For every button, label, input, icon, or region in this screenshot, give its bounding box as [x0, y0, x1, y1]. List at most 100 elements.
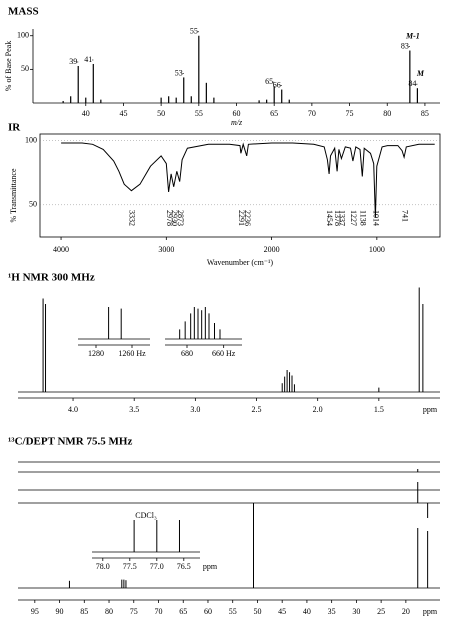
peak-label: 1378	[333, 210, 342, 226]
x-tick-label: 2.5	[252, 405, 262, 414]
peak-label: 2930	[170, 210, 179, 226]
peak-label: 2291	[237, 210, 246, 226]
peak-bar	[85, 97, 87, 103]
x-tick-label: 1260 Hz	[118, 349, 146, 358]
x-tick-label: 77.5	[123, 562, 137, 571]
peak-label: 1014	[372, 210, 381, 226]
peak-label: 2236	[243, 210, 252, 226]
plot-frame	[39, 133, 441, 238]
peak-label: 1138	[358, 210, 367, 226]
x-tick-label: 80	[105, 607, 113, 616]
chart-title: IR	[8, 122, 21, 134]
x-tick-label: 660 Hz	[212, 349, 236, 358]
x-unit: ppm	[423, 405, 438, 414]
peak-label: 1337	[338, 210, 347, 226]
x-tick-label: 78.0	[96, 562, 110, 571]
x-tick-label: 77.0	[150, 562, 164, 571]
x-tick-label: 85	[421, 109, 429, 118]
x-tick-label: 75	[130, 607, 138, 616]
x-tick-label: 40	[303, 607, 311, 616]
peak-bar	[190, 96, 192, 103]
x-unit: ppm	[423, 607, 438, 616]
peak-bar	[273, 86, 275, 103]
peak-bar	[213, 97, 215, 103]
y-tick-label: 100	[25, 135, 37, 144]
peak-bar	[77, 66, 79, 103]
y-axis-label: % Transmittance	[9, 168, 18, 222]
peak-label: 2873	[176, 210, 185, 226]
chart-title: MASS	[8, 6, 39, 18]
x-tick-label: 80	[383, 109, 391, 118]
x-tick-label: 30	[352, 607, 360, 616]
x-tick-label: 70	[308, 109, 316, 118]
x-tick-label: 4.0	[68, 405, 78, 414]
x-tick-label: 65	[179, 607, 187, 616]
x-tick-label: 3000	[158, 245, 174, 254]
y-axis-label: % of Base Peak	[4, 41, 13, 91]
x-tick-label: 55	[195, 109, 203, 118]
x-tick-label: 75	[346, 109, 354, 118]
peak-label: 84	[408, 79, 416, 88]
x-tick-label: 60	[233, 109, 241, 118]
peak-label: 741	[400, 210, 409, 222]
inset-label: CDCl₃	[135, 511, 157, 520]
x-tick-label: 45	[278, 607, 286, 616]
peak-bar	[258, 100, 260, 103]
x-tick-label: 40	[82, 109, 90, 118]
peak-annotation: M	[416, 69, 425, 78]
x-unit: ppm	[203, 562, 218, 571]
peak-bar	[100, 99, 102, 103]
peak-label: 41	[84, 55, 92, 64]
peak-bar	[281, 89, 283, 103]
peak-bar	[416, 88, 418, 103]
x-tick-label: 45	[119, 109, 127, 118]
x-tick-label: 3.0	[190, 405, 200, 414]
chart-title: ¹³C/DEPT NMR 75.5 MHz	[8, 436, 132, 448]
x-tick-label: 3.5	[129, 405, 139, 414]
inset-background	[163, 295, 244, 345]
peak-label: 66	[273, 80, 281, 89]
peak-bar	[266, 99, 268, 103]
peak-label: 65	[265, 77, 273, 86]
peak-label: 39	[69, 57, 77, 66]
x-tick-label: 25	[377, 607, 385, 616]
peak-label: 83	[401, 41, 409, 50]
x-tick-label: 1.5	[374, 405, 384, 414]
peak-bar	[198, 35, 200, 103]
peak-bar	[160, 97, 162, 103]
peak-label: 53	[175, 68, 183, 77]
peak-bar	[62, 100, 64, 103]
peak-label: 2978	[165, 210, 174, 226]
x-axis-label: Wavenumber (cm⁻¹)	[207, 258, 274, 267]
x-tick-label: 4000	[53, 245, 69, 254]
inset-background	[90, 508, 202, 558]
peak-label: 1454	[325, 210, 334, 226]
x-tick-label: 65	[270, 109, 278, 118]
x-tick-label: 2000	[264, 245, 280, 254]
peak-bar	[70, 96, 72, 103]
peak-label: 3332	[128, 210, 137, 226]
x-tick-label: 1280	[88, 349, 104, 358]
x-tick-label: 2.0	[313, 405, 323, 414]
peak-bar	[409, 50, 411, 103]
peak-bar	[175, 97, 177, 103]
x-tick-label: 50	[157, 109, 165, 118]
inset-background	[76, 295, 152, 345]
peak-bar	[168, 96, 170, 103]
peak-label: 55	[190, 27, 198, 36]
x-tick-label: 60	[204, 607, 212, 616]
ir-spectrum	[61, 142, 435, 218]
x-tick-label: 680	[181, 349, 193, 358]
y-tick-label: 50	[21, 64, 29, 73]
x-tick-label: 76.5	[177, 562, 191, 571]
y-tick-label: 50	[29, 200, 37, 209]
x-tick-label: 55	[229, 607, 237, 616]
x-axis-label: m/z	[231, 118, 243, 127]
peak-label: 1227	[349, 210, 358, 226]
y-tick-label: 100	[17, 31, 29, 40]
x-tick-label: 85	[80, 607, 88, 616]
x-tick-label: 20	[402, 607, 410, 616]
x-tick-label: 50	[253, 607, 261, 616]
peak-bar	[92, 63, 94, 103]
